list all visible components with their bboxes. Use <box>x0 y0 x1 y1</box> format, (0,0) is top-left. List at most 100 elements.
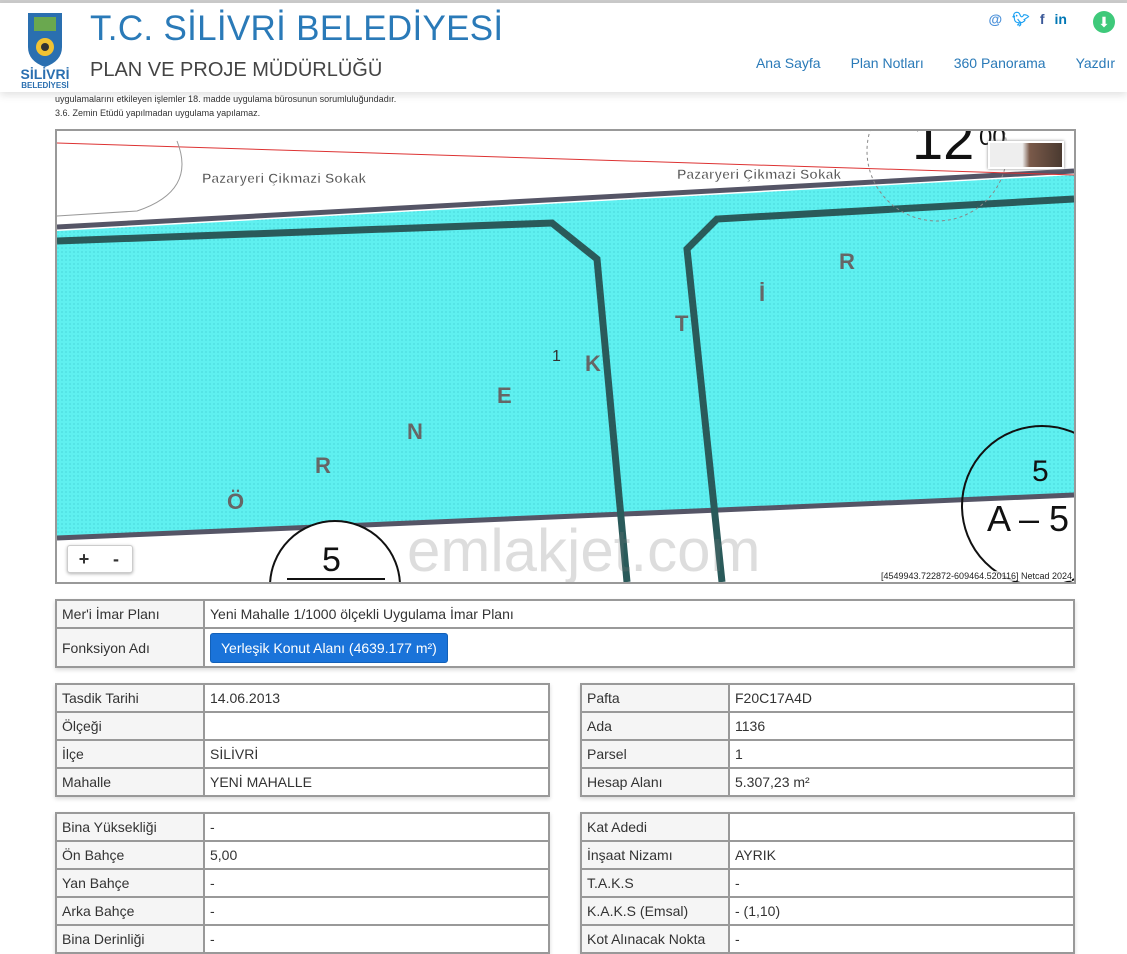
circle-top-number: 12 <box>912 131 974 171</box>
building-table-right: Kat Adedi İnşaat Nizamı AYRIK T.A.K.S - K.A.K… <box>580 812 1075 954</box>
download-icon[interactable]: ⬇ <box>1093 11 1115 33</box>
note-line: 3.6. Zemin Etüdü yapılmadan uygulama yap… <box>55 108 261 118</box>
table-row: Ada 1136 <box>580 711 1075 741</box>
social-links: @ 🐦︎ f in <box>988 11 1067 28</box>
circle-right-label: A – 5 <box>987 498 1069 539</box>
svg-text:SİLİVRİ: SİLİVRİ <box>20 66 69 82</box>
table-row: Tasdik Tarihi 14.06.2013 <box>55 683 550 713</box>
table-row: Mahalle YENİ MAHALLE <box>55 767 550 797</box>
parcel-area <box>57 175 1074 536</box>
main-nav: Ana Sayfa Plan Notları 360 Panorama Yazd… <box>756 55 1115 71</box>
nav-plan-notlari[interactable]: Plan Notları <box>850 55 924 71</box>
coordinate-readout: [4549943.722872-609464.520116] Netcad 20… <box>880 571 1072 581</box>
table-row: K.A.K.S (Emsal) - (1,10) <box>580 896 1075 926</box>
map-canvas[interactable]: 12 00 5 5 A – 5 Pazaryeri Çikmazi Sokak … <box>57 131 1074 582</box>
svg-text:BELEDİYESİ: BELEDİYESİ <box>21 81 69 89</box>
map-viewer[interactable]: 12 00 5 5 A – 5 Pazaryeri Çikmazi Sokak … <box>55 129 1076 584</box>
parcel-boundary <box>683 195 1074 582</box>
row-value: - <box>203 896 550 926</box>
function-button[interactable]: Yerleşik Konut Alanı (4639.177 m²) <box>210 632 448 663</box>
row-label: İlçe <box>55 739 205 769</box>
row-value <box>728 812 1075 842</box>
row-value: - <box>203 868 550 898</box>
table-row: Fonksiyon Adı Yerleşik Konut Alanı (4639.… <box>55 627 1075 668</box>
site-header: SİLİVRİ BELEDİYESİ T.C. SİLİVRİ BELEDİYE… <box>0 3 1127 92</box>
boundary-red <box>57 142 1074 176</box>
info-table-left: Tasdik Tarihi 14.06.2013 Ölçeği İlçe SİLİVRİ… <box>55 683 550 797</box>
building-table-left: Bina Yüksekliği - Ön Bahçe 5,00 Yan Bahçe - Ar… <box>55 812 550 954</box>
info-table-right: Pafta F20C17A4D Ada 1136 Parsel 1 Hesap Alanı 5… <box>580 683 1075 797</box>
street-label: Pazaryeri Çikmazi Sokak <box>677 166 841 182</box>
row-value: 14.06.2013 <box>203 683 550 713</box>
parcel-boundary <box>57 219 631 582</box>
table-row: Kot Alınacak Nokta - <box>580 924 1075 954</box>
row-label: Parsel <box>580 739 730 769</box>
row-label: Yan Bahçe <box>55 868 205 898</box>
table-row: T.A.K.S - <box>580 868 1075 898</box>
row-label: Ada <box>580 711 730 741</box>
watermark: emlakjet.com <box>407 517 760 582</box>
site-title: T.C. SİLİVRİ BELEDİYESİ <box>90 9 504 48</box>
table-row: Bina Derinliği - <box>55 924 550 954</box>
zone-letters: Ö R N E K T İ R <box>227 249 855 514</box>
plan-notes: uygulamalarını etkileyen işlemler 18. ma… <box>55 92 396 120</box>
row-value <box>203 711 550 741</box>
zoom-control: + - <box>67 545 133 573</box>
nav-ana-sayfa[interactable]: Ana Sayfa <box>755 55 821 71</box>
zone-letter: R <box>839 249 855 274</box>
twitter-icon[interactable]: 🐦︎ <box>1012 11 1030 27</box>
zone-letter: R <box>315 453 331 478</box>
zone-letter: Ö <box>227 489 244 514</box>
zone-letter: N <box>407 419 423 444</box>
zoom-in-button[interactable]: + <box>78 549 90 569</box>
circle-bottom-number: 5 <box>322 541 341 579</box>
row-label: Bina Yüksekliği <box>55 812 205 842</box>
row-label: Arka Bahçe <box>55 896 205 926</box>
zoom-out-button[interactable]: - <box>113 549 119 569</box>
facebook-icon[interactable]: f <box>1039 11 1045 27</box>
table-row: Hesap Alanı 5.307,23 m² <box>580 767 1075 797</box>
table-row: İnşaat Nizamı AYRIK <box>580 840 1075 870</box>
zone-letter: T <box>675 311 689 336</box>
row-label: Pafta <box>580 683 730 713</box>
table-row: Yan Bahçe - <box>55 868 550 898</box>
parcel-number: 1 <box>552 348 561 365</box>
row-label: İnşaat Nizamı <box>580 840 730 870</box>
row-label: Mahalle <box>55 767 205 797</box>
table-row: Ön Bahçe 5,00 <box>55 840 550 870</box>
table-row: Kat Adedi <box>580 812 1075 842</box>
basemap-switcher[interactable] <box>988 141 1064 169</box>
linkedin-icon[interactable]: in <box>1054 11 1067 27</box>
road-edge <box>57 492 1074 541</box>
zone-letter: E <box>497 383 512 408</box>
row-value: YENİ MAHALLE <box>203 767 550 797</box>
site-subtitle: PLAN VE PROJE MÜDÜRLÜĞÜ <box>90 59 383 81</box>
table-row: Pafta F20C17A4D <box>580 683 1075 713</box>
row-value: - <box>203 924 550 954</box>
row-label: T.A.K.S <box>580 868 730 898</box>
table-row: Mer'i İmar Planı Yeni Mahalle 1/1000 ölçe… <box>55 599 1075 629</box>
circle-right-number: 5 <box>1032 455 1049 488</box>
row-label: Ön Bahçe <box>55 840 205 870</box>
row-value: SİLİVRİ <box>203 739 550 769</box>
row-value: - (1,10) <box>728 896 1075 926</box>
row-label: Ölçeği <box>55 711 205 741</box>
plan-table: Mer'i İmar Planı Yeni Mahalle 1/1000 ölçe… <box>55 599 1075 668</box>
row-value: AYRIK <box>728 840 1075 870</box>
row-value: 5.307,23 m² <box>728 767 1075 797</box>
nav-360-panorama[interactable]: 360 Panorama <box>953 55 1046 71</box>
row-value: 5,00 <box>203 840 550 870</box>
zone-letter: K <box>585 351 601 376</box>
row-value: - <box>728 924 1075 954</box>
street-label: Pazaryeri Çikmazi Sokak <box>202 170 366 186</box>
silivri-logo[interactable]: SİLİVRİ BELEDİYESİ <box>14 11 76 89</box>
row-value: 1136 <box>728 711 1075 741</box>
row-value: Yeni Mahalle 1/1000 ölçekli Uygulama İma… <box>203 599 1075 629</box>
row-value: 1 <box>728 739 1075 769</box>
table-row: İlçe SİLİVRİ <box>55 739 550 769</box>
row-value: - <box>203 812 550 842</box>
row-label: Bina Derinliği <box>55 924 205 954</box>
email-icon[interactable]: @ <box>988 11 1003 27</box>
nav-yazdir[interactable]: Yazdır <box>1075 55 1115 71</box>
top-border <box>0 0 1127 3</box>
